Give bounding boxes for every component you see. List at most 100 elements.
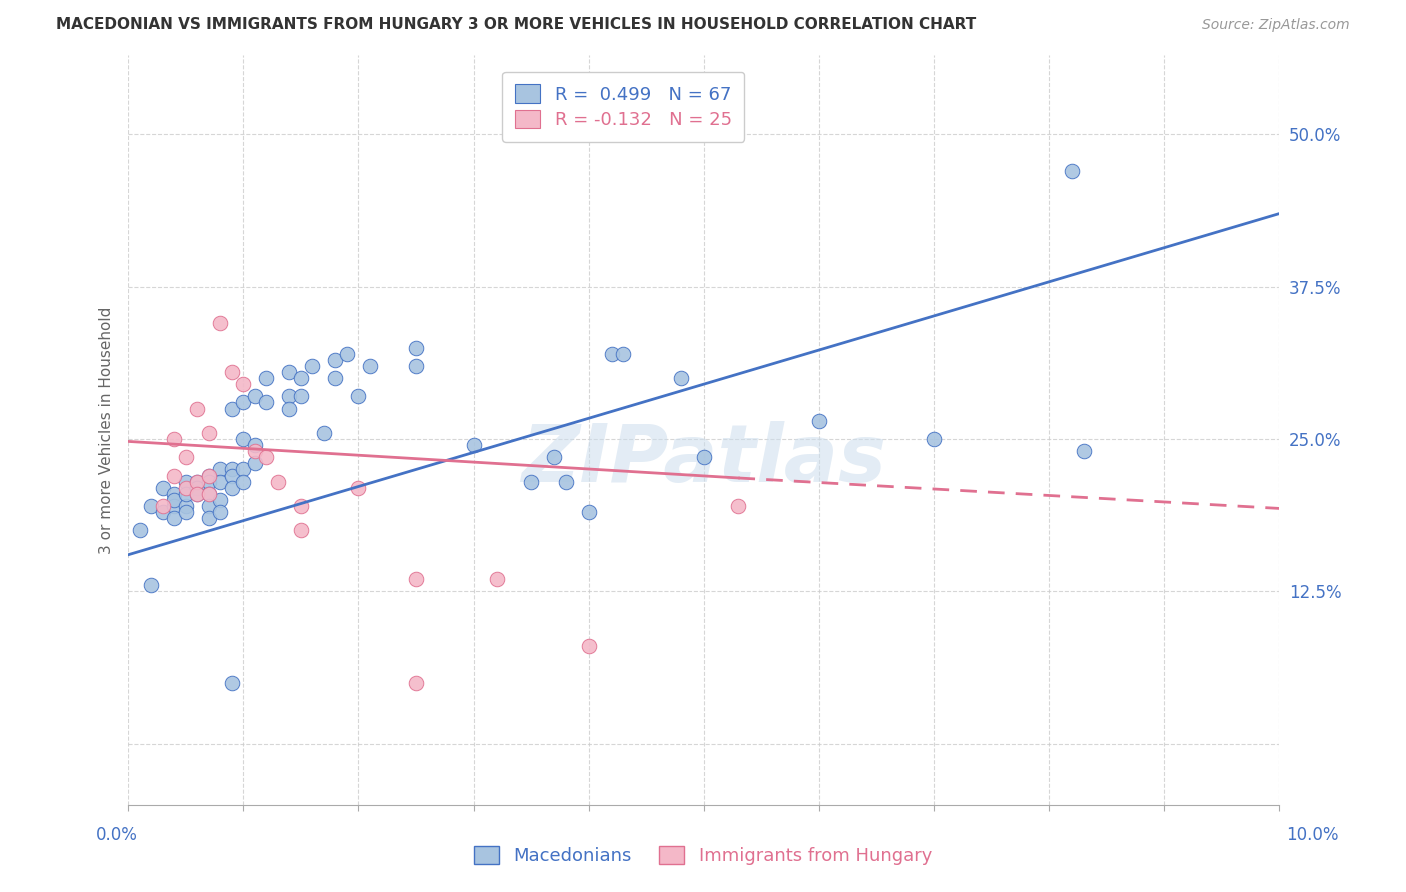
Point	[727, 499, 749, 513]
Point	[163, 432, 186, 446]
Point	[141, 499, 163, 513]
Point	[209, 316, 232, 330]
Point	[232, 377, 254, 392]
Point	[1073, 444, 1095, 458]
Point	[301, 359, 323, 373]
Point	[243, 389, 266, 403]
Point	[186, 475, 208, 489]
Point	[520, 475, 543, 489]
Legend: R =  0.499   N = 67, R = -0.132   N = 25: R = 0.499 N = 67, R = -0.132 N = 25	[502, 71, 744, 142]
Point	[209, 492, 232, 507]
Point	[198, 425, 221, 440]
Point	[578, 639, 600, 653]
Point	[290, 524, 312, 538]
Point	[221, 675, 243, 690]
Point	[554, 475, 576, 489]
Point	[174, 475, 197, 489]
Point	[152, 505, 174, 519]
Legend: Macedonians, Immigrants from Hungary: Macedonians, Immigrants from Hungary	[467, 838, 939, 872]
Point	[152, 481, 174, 495]
Point	[254, 395, 277, 409]
Point	[267, 475, 290, 489]
Point	[209, 462, 232, 476]
Point	[198, 468, 221, 483]
Point	[221, 365, 243, 379]
Point	[612, 347, 634, 361]
Point	[243, 456, 266, 470]
Point	[163, 511, 186, 525]
Point	[278, 401, 301, 416]
Point	[163, 487, 186, 501]
Point	[174, 487, 197, 501]
Point	[198, 468, 221, 483]
Point	[290, 499, 312, 513]
Point	[807, 414, 830, 428]
Point	[163, 492, 186, 507]
Point	[290, 389, 312, 403]
Text: 10.0%: 10.0%	[1286, 826, 1339, 844]
Point	[693, 450, 716, 465]
Point	[141, 578, 163, 592]
Point	[232, 432, 254, 446]
Point	[128, 524, 150, 538]
Point	[347, 389, 370, 403]
Point	[254, 371, 277, 385]
Point	[232, 395, 254, 409]
Point	[221, 481, 243, 495]
Point	[186, 475, 208, 489]
Point	[163, 499, 186, 513]
Point	[578, 505, 600, 519]
Point	[485, 572, 508, 586]
Point	[186, 401, 208, 416]
Point	[600, 347, 623, 361]
Text: 0.0%: 0.0%	[96, 826, 138, 844]
Y-axis label: 3 or more Vehicles in Household: 3 or more Vehicles in Household	[100, 306, 114, 554]
Point	[209, 475, 232, 489]
Point	[174, 505, 197, 519]
Point	[325, 352, 347, 367]
Point	[186, 481, 208, 495]
Point	[174, 481, 197, 495]
Point	[221, 468, 243, 483]
Point	[1062, 164, 1084, 178]
Point	[543, 450, 565, 465]
Point	[312, 425, 335, 440]
Point	[325, 371, 347, 385]
Point	[405, 675, 427, 690]
Point	[405, 359, 427, 373]
Point	[254, 450, 277, 465]
Point	[198, 499, 221, 513]
Point	[243, 438, 266, 452]
Point	[221, 401, 243, 416]
Point	[336, 347, 359, 361]
Text: MACEDONIAN VS IMMIGRANTS FROM HUNGARY 3 OR MORE VEHICLES IN HOUSEHOLD CORRELATIO: MACEDONIAN VS IMMIGRANTS FROM HUNGARY 3 …	[56, 17, 977, 31]
Point	[290, 371, 312, 385]
Point	[463, 438, 485, 452]
Point	[278, 389, 301, 403]
Point	[669, 371, 692, 385]
Point	[163, 468, 186, 483]
Point	[278, 365, 301, 379]
Point	[405, 341, 427, 355]
Text: Source: ZipAtlas.com: Source: ZipAtlas.com	[1202, 18, 1350, 31]
Point	[405, 572, 427, 586]
Point	[186, 487, 208, 501]
Point	[198, 511, 221, 525]
Point	[152, 499, 174, 513]
Point	[198, 487, 221, 501]
Point	[198, 487, 221, 501]
Point	[922, 432, 945, 446]
Point	[232, 462, 254, 476]
Point	[359, 359, 381, 373]
Point	[232, 475, 254, 489]
Text: ZIPatlas: ZIPatlas	[522, 421, 886, 499]
Point	[198, 475, 221, 489]
Point	[174, 450, 197, 465]
Point	[174, 499, 197, 513]
Point	[243, 444, 266, 458]
Point	[209, 505, 232, 519]
Point	[186, 481, 208, 495]
Point	[221, 462, 243, 476]
Point	[347, 481, 370, 495]
Point	[186, 487, 208, 501]
